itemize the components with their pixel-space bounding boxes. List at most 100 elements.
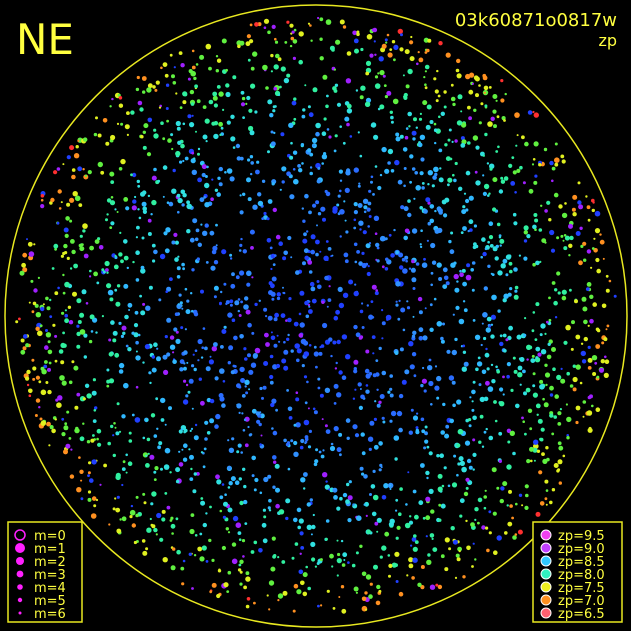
star xyxy=(261,522,267,528)
star xyxy=(116,122,120,125)
star xyxy=(310,533,313,536)
star xyxy=(513,294,519,300)
star xyxy=(229,176,235,182)
star xyxy=(76,392,81,397)
star xyxy=(353,324,358,330)
star xyxy=(535,511,541,517)
star xyxy=(444,143,448,147)
star xyxy=(308,112,314,118)
star xyxy=(190,513,195,517)
star xyxy=(263,361,269,366)
star xyxy=(454,139,458,143)
star xyxy=(458,186,463,191)
star xyxy=(424,51,428,54)
star xyxy=(484,352,490,358)
star xyxy=(148,285,153,290)
star xyxy=(194,349,198,353)
star xyxy=(109,105,112,108)
star xyxy=(328,488,331,491)
star xyxy=(475,367,479,372)
star xyxy=(459,269,462,273)
star xyxy=(153,133,159,139)
star xyxy=(556,236,560,240)
star xyxy=(465,73,471,80)
star xyxy=(384,531,390,537)
star xyxy=(82,229,86,233)
star xyxy=(427,553,431,557)
star xyxy=(101,268,105,272)
star xyxy=(472,468,475,471)
star xyxy=(218,121,224,127)
star xyxy=(378,56,384,62)
star xyxy=(332,208,338,214)
star xyxy=(188,69,193,74)
star xyxy=(321,418,324,421)
star xyxy=(452,313,455,316)
star xyxy=(406,574,409,577)
star xyxy=(182,457,188,462)
star xyxy=(524,141,529,147)
star xyxy=(362,198,369,204)
star xyxy=(571,320,575,325)
star xyxy=(528,188,534,194)
star xyxy=(412,546,418,552)
star xyxy=(511,156,515,160)
star xyxy=(93,132,98,137)
star xyxy=(485,327,491,333)
star xyxy=(332,487,338,493)
zeropoint-symbol xyxy=(540,594,552,606)
star xyxy=(134,195,137,199)
star xyxy=(165,107,169,110)
star xyxy=(497,309,501,313)
star xyxy=(146,152,152,157)
star xyxy=(494,256,499,261)
star xyxy=(92,434,95,437)
star xyxy=(483,495,488,499)
star xyxy=(240,451,243,454)
star xyxy=(130,110,135,115)
star xyxy=(554,394,559,399)
star xyxy=(509,504,513,508)
star xyxy=(344,116,350,122)
star xyxy=(352,424,358,430)
star xyxy=(347,495,353,501)
star xyxy=(114,426,117,429)
star xyxy=(250,550,255,554)
star xyxy=(22,267,28,273)
star xyxy=(166,352,171,357)
star xyxy=(258,299,261,302)
star xyxy=(474,518,477,522)
star xyxy=(219,302,222,306)
star xyxy=(323,117,327,121)
star xyxy=(77,320,82,324)
star xyxy=(153,167,157,172)
star xyxy=(47,340,51,344)
star xyxy=(333,68,336,71)
star xyxy=(247,197,252,202)
star xyxy=(430,403,433,406)
star xyxy=(427,38,432,43)
star xyxy=(438,115,441,119)
star xyxy=(342,492,348,498)
star xyxy=(271,427,274,430)
star xyxy=(231,558,238,565)
star xyxy=(189,454,194,460)
star xyxy=(159,253,166,260)
star xyxy=(49,425,54,430)
star xyxy=(299,445,304,450)
star xyxy=(362,230,367,235)
star xyxy=(178,51,183,55)
star xyxy=(237,568,242,572)
star xyxy=(549,500,553,505)
star xyxy=(186,229,191,234)
star xyxy=(524,432,527,436)
star xyxy=(543,402,549,408)
star xyxy=(379,463,383,467)
star xyxy=(558,445,564,451)
star xyxy=(557,441,562,446)
star xyxy=(468,219,474,225)
star xyxy=(272,430,278,436)
star xyxy=(162,137,166,141)
star xyxy=(374,75,379,79)
star xyxy=(243,484,247,489)
